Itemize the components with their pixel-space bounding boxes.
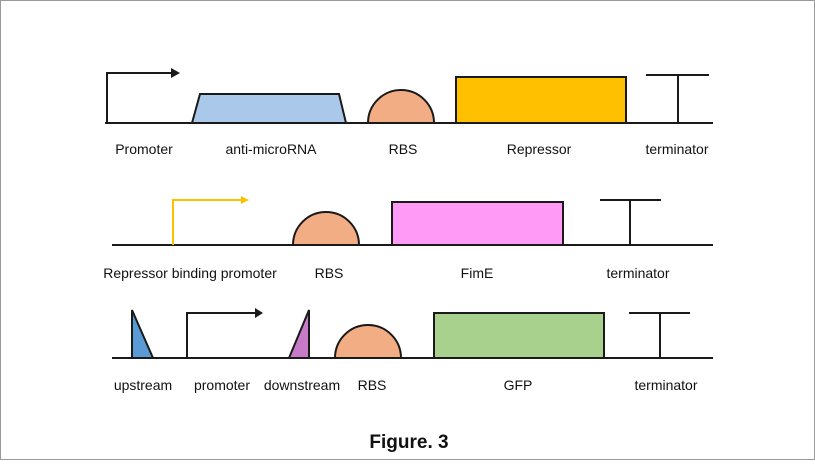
row-1-terminator-label: terminator [645,141,708,157]
figure-caption: Figure. 3 [369,432,448,453]
gfp-label: GFP [504,377,533,393]
row-3-rbs-label: RBS [358,377,387,393]
repressor-binding-promoter-arrow [172,199,242,245]
row-1-repressor-label: Repressor [507,141,572,157]
row-3-promoter-arrowhead [255,308,263,318]
row-1-anti-microrna-label: anti-microRNA [225,141,317,157]
row-3-rbs-part [333,324,403,359]
row-1-rbs-part [366,89,436,124]
repressor-part [455,76,627,124]
repressor-binding-promoter-label: Repressor binding promoter [103,265,277,281]
repressor-binding-promoter-arrowhead [241,196,249,204]
gfp-part [433,312,605,359]
row-1-rbs-label: RBS [389,141,418,157]
row-2-rbs-label: RBS [315,265,344,281]
row-2-rbs-part [291,211,361,246]
row-2-terminator [600,199,661,245]
downstream-part [287,309,310,359]
row-2-terminator-label: terminator [606,265,669,281]
row-1-promoter-arrowhead [171,68,180,78]
row-3-terminator-label: terminator [634,377,697,393]
row-3-promoter-label: promoter [194,377,250,393]
row-1-promoter-arrow [106,72,173,123]
row-1-terminator [646,74,709,123]
fime-label: FimE [461,265,494,281]
row-3-construct: upstream promoter downstream RBS GFP ter… [112,308,713,393]
row-3-terminator [629,312,690,358]
anti-microrna-part [190,93,348,124]
row-3-promoter-arrow [186,312,256,358]
fime-part [391,201,564,246]
row-1-promoter-label: Promoter [115,141,173,157]
downstream-label: downstream [264,377,340,393]
upstream-part [131,309,155,359]
row-2-construct: Repressor binding promoter RBS FimE term… [103,196,713,281]
upstream-label: upstream [114,377,172,393]
row-1-construct: Promoter anti-microRNA RBS Repressor ter… [105,68,713,157]
